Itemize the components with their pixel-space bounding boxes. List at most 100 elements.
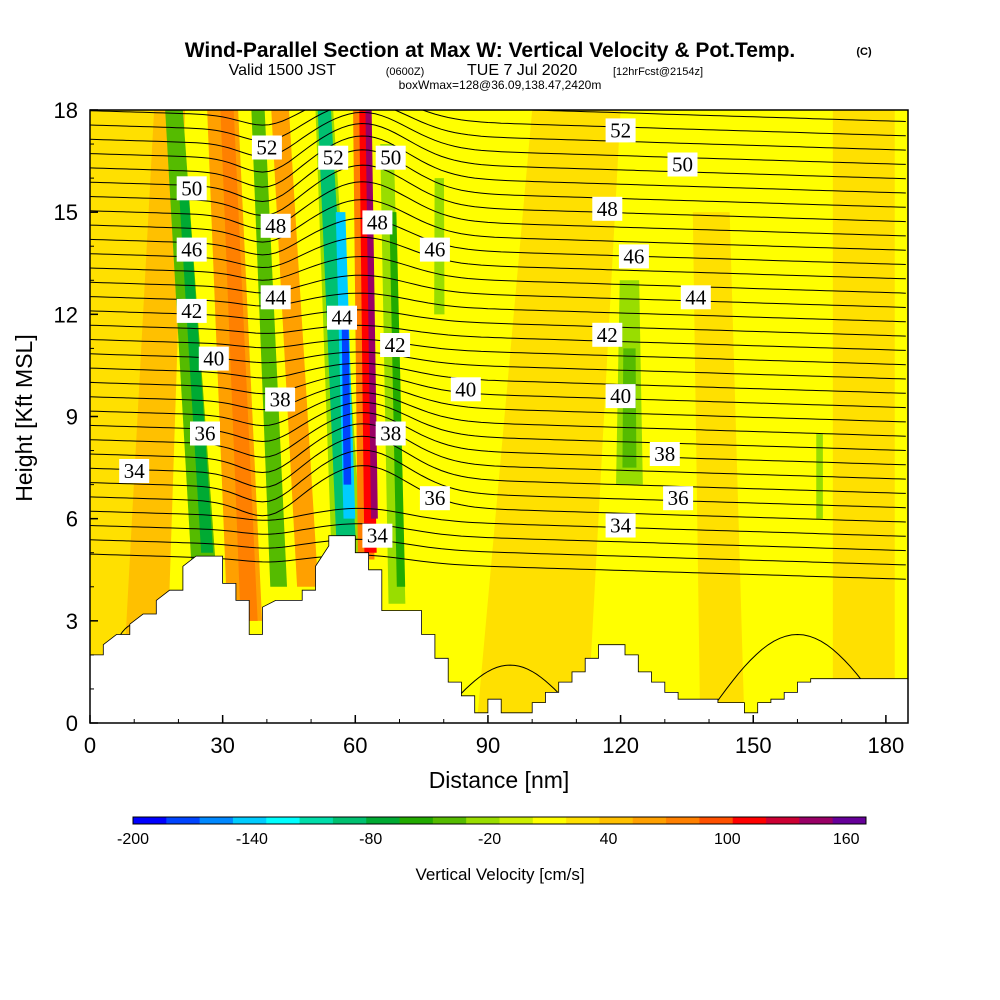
theta-contour-line-28 <box>90 122 906 180</box>
theta-label-text: 50 <box>380 146 401 170</box>
theta-label-box <box>618 244 649 269</box>
theta-label-46: 46 <box>419 237 450 262</box>
colorbar-swatch-17 <box>699 817 734 824</box>
x-tick-label-0: 0 <box>84 733 96 758</box>
colorbar-tick-label--20: -20 <box>478 831 501 848</box>
theta-label-text: 46 <box>181 238 202 262</box>
theta-contour-line-21 <box>90 236 906 280</box>
colorbar <box>132 816 867 825</box>
theta-label-text: 44 <box>332 306 354 330</box>
theta-label-34: 34 <box>605 513 636 538</box>
theta-contour-line-7 <box>90 423 906 480</box>
velocity-band-1 <box>120 110 186 723</box>
theta-label-34: 34 <box>362 523 393 548</box>
colorbar-swatch-13 <box>566 817 600 824</box>
y-tick-label-15: 15 <box>54 200 78 225</box>
y-tick-label-12: 12 <box>54 302 78 327</box>
colorbar-swatch-18 <box>732 817 767 824</box>
theta-label-36: 36 <box>663 486 694 511</box>
theta-label-40: 40 <box>450 377 481 402</box>
theta-label-text: 48 <box>265 214 286 238</box>
theta-label-44: 44 <box>260 285 291 310</box>
theta-contour-line-20 <box>90 255 906 294</box>
theta-contour-line-15 <box>90 338 906 366</box>
theta-contour-line-10 <box>90 392 906 437</box>
theta-label-40: 40 <box>198 346 229 371</box>
theta-label-box <box>176 298 207 323</box>
colorbar-swatch-16 <box>666 817 700 824</box>
theta-label-34: 34 <box>119 459 150 483</box>
y-tick-label-18: 18 <box>54 98 78 123</box>
velocity-band-16 <box>389 212 406 587</box>
theta-label-box <box>419 237 450 262</box>
theta-label-50: 50 <box>667 152 698 177</box>
velocity-band-23 <box>832 110 895 723</box>
theta-label-box <box>380 333 411 357</box>
colorbar-swatch-14 <box>599 817 634 824</box>
velocity-band-11 <box>341 314 352 485</box>
theta-label-box <box>362 210 393 235</box>
velocity-band-5 <box>220 110 258 621</box>
theta-contour-line-5 <box>90 449 906 509</box>
theta-label-36: 36 <box>190 421 220 446</box>
colorbar-tick-label--140: -140 <box>236 831 268 848</box>
theta-contour-line-18 <box>90 292 906 323</box>
theta-contour-line-24 <box>90 181 906 237</box>
theta-label-box <box>190 421 220 446</box>
theta-label-text: 36 <box>424 486 445 510</box>
chart-title: Wind-Parallel Section at Max W: Vertical… <box>185 39 796 62</box>
theta-label-box <box>260 285 291 310</box>
theta-label-text: 40 <box>610 384 631 408</box>
theta-label-box <box>375 421 406 446</box>
theta-label-44: 44 <box>327 305 357 330</box>
theta-contour-line-8 <box>90 411 906 466</box>
theta-label-box <box>667 152 698 177</box>
theta-label-46: 46 <box>176 237 207 262</box>
theta-contour-line-0 <box>90 553 906 580</box>
y-axis: 0 3 6 9 12 15 18 <box>54 98 98 736</box>
theta-label-text: 52 <box>610 118 631 142</box>
colorbar-swatch-9 <box>432 817 467 824</box>
x-tick-label-120: 120 <box>602 733 639 758</box>
theta-label-text: 42 <box>385 333 406 357</box>
x-tick-label-180: 180 <box>868 733 905 758</box>
theta-contour-line-2 <box>90 523 906 552</box>
theta-label-text: 36 <box>195 422 216 446</box>
theta-label-42: 42 <box>592 322 623 347</box>
y-tick-label-6: 6 <box>66 507 78 532</box>
theta-label-48: 48 <box>362 210 393 235</box>
theta-label-box <box>327 305 357 330</box>
theta-label-box <box>649 442 680 466</box>
theta-contour-line-9 <box>90 401 906 451</box>
velocity-band-21 <box>692 212 745 723</box>
theta-label-box <box>663 486 694 511</box>
colorbar-frame <box>132 816 867 825</box>
theta-label-box <box>176 237 207 262</box>
theta-label-36: 36 <box>419 486 450 511</box>
theta-low-contour-0 <box>443 664 577 714</box>
theta-label-box <box>362 523 393 548</box>
theta-label-box <box>198 346 229 371</box>
theta-label-52: 52 <box>605 118 636 143</box>
theta-low-contour-1 <box>708 633 887 714</box>
theta-label-text: 50 <box>672 153 693 177</box>
colorbar-swatch-7 <box>366 817 400 824</box>
y-axis-label: Height [Kft MSL] <box>11 334 37 501</box>
theta-label-box <box>592 196 623 221</box>
theta-contour-line-29 <box>90 111 906 165</box>
x-axis: 0 30 60 90 120 150 180 <box>84 715 904 758</box>
theta-contour-line-27 <box>90 135 906 194</box>
colorbar-swatch-19 <box>766 817 800 824</box>
colorbar-tick-label--200: -200 <box>117 831 149 848</box>
theta-contour-line-11 <box>90 382 906 423</box>
box-wmax-info: boxWmax=128@36.09,138.47,2420m <box>399 78 602 92</box>
colorbar-tick-label-40: 40 <box>600 831 618 848</box>
theta-contour-line-6 <box>90 435 906 494</box>
x-axis-label: Distance [nm] <box>429 767 570 793</box>
colorbar-swatch-21 <box>832 817 867 824</box>
theta-label-box <box>419 486 450 511</box>
theta-label-text: 34 <box>610 514 632 538</box>
theta-label-text: 52 <box>256 136 277 160</box>
